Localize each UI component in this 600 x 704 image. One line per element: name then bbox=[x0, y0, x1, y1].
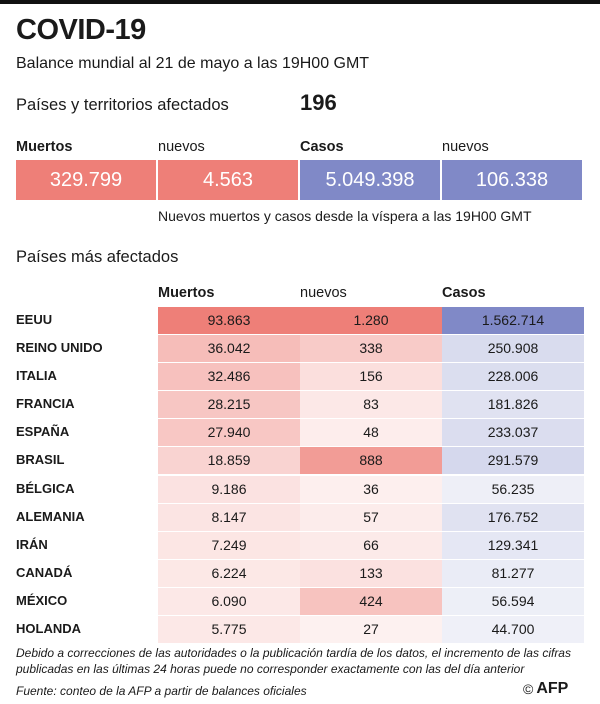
summary-new-deaths-value: 4.563 bbox=[158, 160, 298, 200]
new-deaths-cell: 48 bbox=[300, 419, 442, 447]
country-name: MÉXICO bbox=[16, 592, 68, 608]
cases-cell: 228.006 bbox=[442, 363, 584, 391]
deaths-cell: 27.940 bbox=[158, 419, 300, 447]
table-row: REINO UNIDO 36.042 338 250.908 bbox=[16, 334, 586, 363]
table-row: ITALIA 32.486 156 228.006 bbox=[16, 362, 586, 391]
cases-cell: 129.341 bbox=[442, 531, 584, 559]
new-deaths-cell: 338 bbox=[300, 335, 442, 363]
country-name: ESPAÑA bbox=[16, 424, 70, 440]
column-header-cases: Casos bbox=[442, 285, 486, 301]
country-name: REINO UNIDO bbox=[16, 340, 103, 356]
new-deaths-cell: 156 bbox=[300, 363, 442, 391]
deaths-cell: 6.090 bbox=[158, 587, 300, 615]
table-row: MÉXICO 6.090 424 56.594 bbox=[16, 586, 586, 615]
table-row: ALEMANIA 8.147 57 176.752 bbox=[16, 502, 586, 531]
cases-cell: 181.826 bbox=[442, 391, 584, 419]
new-deaths-cell: 27 bbox=[300, 616, 442, 644]
cases-cell: 56.594 bbox=[442, 587, 584, 615]
page-subtitle: Balance mundial al 21 de mayo a las 19H0… bbox=[16, 55, 370, 72]
country-name: CANADÁ bbox=[16, 564, 73, 580]
table-row: ESPAÑA 27.940 48 233.037 bbox=[16, 418, 586, 447]
country-name: BRASIL bbox=[16, 452, 65, 468]
deaths-cell: 8.147 bbox=[158, 503, 300, 531]
copyright-icon: © bbox=[523, 681, 534, 697]
footnote: Debido a correcciones de las autoridades… bbox=[16, 646, 571, 676]
top-rule bbox=[0, 0, 600, 4]
country-name: ALEMANIA bbox=[16, 508, 85, 524]
table-row: BRASIL 18.859 888 291.579 bbox=[16, 446, 586, 475]
summary-cases-label: Casos bbox=[300, 139, 344, 155]
cases-cell: 56.235 bbox=[442, 475, 584, 503]
countries-label: Países y territorios afectados bbox=[16, 96, 229, 114]
new-deaths-cell: 36 bbox=[300, 475, 442, 503]
cases-cell: 291.579 bbox=[442, 447, 584, 475]
column-header-new: nuevos bbox=[300, 285, 347, 301]
page-title: COVID-19 bbox=[16, 14, 146, 46]
summary-note: Nuevos muertos y casos desde la víspera … bbox=[158, 208, 532, 224]
table-row: BÉLGICA 9.186 36 56.235 bbox=[16, 474, 586, 503]
country-name: HOLANDA bbox=[16, 621, 81, 637]
table-title: Países más afectados bbox=[16, 248, 179, 266]
summary-new-cases-value: 106.338 bbox=[442, 160, 582, 200]
table-row: HOLANDA 5.775 27 44.700 bbox=[16, 615, 586, 644]
cases-cell: 81.277 bbox=[442, 559, 584, 587]
new-deaths-cell: 1.280 bbox=[300, 307, 442, 334]
new-deaths-cell: 888 bbox=[300, 447, 442, 475]
country-name: FRANCIA bbox=[16, 396, 75, 412]
table-row: IRÁN 7.249 66 129.341 bbox=[16, 530, 586, 559]
country-name: ITALIA bbox=[16, 368, 57, 384]
countries-table: EEUU 93.863 1.280 1.562.714 REINO UNIDO 36.04… bbox=[16, 306, 586, 644]
cases-cell: 233.037 bbox=[442, 419, 584, 447]
new-deaths-cell: 83 bbox=[300, 391, 442, 419]
deaths-cell: 93.863 bbox=[158, 307, 300, 334]
afp-logo: AFP bbox=[536, 680, 569, 697]
deaths-cell: 6.224 bbox=[158, 559, 300, 587]
new-deaths-cell: 66 bbox=[300, 531, 442, 559]
table-row: EEUU 93.863 1.280 1.562.714 bbox=[16, 306, 586, 334]
summary-deaths-label: Muertos bbox=[16, 139, 73, 155]
new-deaths-cell: 57 bbox=[300, 503, 442, 531]
table-row: CANADÁ 6.224 133 81.277 bbox=[16, 558, 586, 587]
country-name: IRÁN bbox=[16, 536, 48, 552]
column-header-deaths: Muertos bbox=[158, 285, 215, 301]
cases-cell: 250.908 bbox=[442, 335, 584, 363]
cases-cell: 176.752 bbox=[442, 503, 584, 531]
deaths-cell: 36.042 bbox=[158, 335, 300, 363]
source-note: Fuente: conteo de la AFP a partir de bal… bbox=[16, 684, 307, 698]
country-name: EEUU bbox=[16, 312, 53, 327]
new-deaths-cell: 133 bbox=[300, 559, 442, 587]
deaths-cell: 32.486 bbox=[158, 363, 300, 391]
cases-cell: 44.700 bbox=[442, 616, 584, 644]
country-name: BÉLGICA bbox=[16, 480, 75, 496]
summary-new-deaths-label: nuevos bbox=[158, 139, 205, 155]
summary-new-cases-label: nuevos bbox=[442, 139, 489, 155]
deaths-cell: 9.186 bbox=[158, 475, 300, 503]
deaths-cell: 18.859 bbox=[158, 447, 300, 475]
table-row: FRANCIA 28.215 83 181.826 bbox=[16, 390, 586, 419]
new-deaths-cell: 424 bbox=[300, 587, 442, 615]
deaths-cell: 7.249 bbox=[158, 531, 300, 559]
afp-credit: © AFP bbox=[523, 680, 568, 698]
deaths-cell: 5.775 bbox=[158, 616, 300, 644]
summary-deaths-value: 329.799 bbox=[16, 160, 156, 200]
countries-value: 196 bbox=[300, 90, 337, 115]
summary-cases-value: 5.049.398 bbox=[300, 160, 440, 200]
cases-cell: 1.562.714 bbox=[442, 307, 584, 334]
deaths-cell: 28.215 bbox=[158, 391, 300, 419]
